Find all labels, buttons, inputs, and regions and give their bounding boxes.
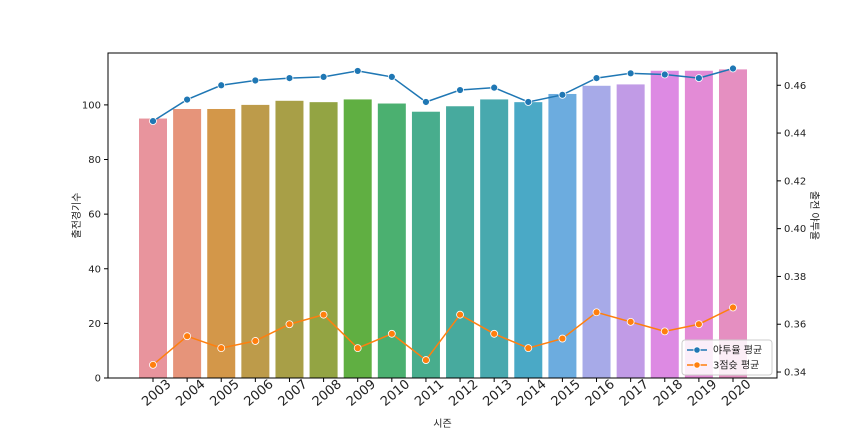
bar-2003 — [139, 118, 167, 379]
series-1-point-2007 — [285, 320, 294, 329]
x-tick-label: 2006 — [242, 377, 277, 410]
bar-2018 — [650, 70, 679, 378]
series-0-point-2017 — [626, 69, 635, 78]
series-0-point-2013 — [490, 83, 499, 92]
lines-layer — [149, 64, 737, 369]
y-axis-left-label: 출전경기수 — [70, 193, 83, 239]
bar-2019 — [684, 70, 713, 378]
series-0-point-2018 — [660, 70, 669, 79]
x-tick-label: 2009 — [344, 377, 379, 410]
bar-2016 — [582, 85, 611, 379]
series-0-point-2009 — [353, 67, 362, 75]
legend-label-0: 야투율 평균 — [713, 345, 762, 357]
x-tick-label: 2016 — [583, 377, 618, 410]
x-tick-label: 2003 — [139, 377, 174, 410]
series-0-point-2006 — [251, 76, 260, 85]
y-left-tick-label: 60 — [88, 210, 101, 221]
series-0-point-2003 — [149, 117, 157, 126]
series-0-point-2004 — [183, 95, 192, 104]
series-0-point-2010 — [387, 72, 396, 81]
series-1-point-2012 — [456, 310, 464, 319]
series-1-point-2010 — [387, 329, 396, 338]
series-1-point-2008 — [319, 310, 328, 319]
bar-2011 — [411, 111, 440, 378]
series-0-point-2011 — [422, 98, 430, 106]
bar-2017 — [616, 84, 645, 378]
series-0-point-2012 — [456, 86, 464, 94]
x-tick-label: 2014 — [515, 377, 550, 410]
plot-frame — [107, 52, 778, 379]
y-left-tick-label: 40 — [88, 264, 101, 275]
x-tick-label: 2017 — [617, 377, 652, 410]
y-left-tick-label: 0 — [95, 374, 101, 385]
series-1-point-2014 — [524, 344, 533, 353]
x-tick-label: 2007 — [276, 377, 311, 410]
series-0-point-2019 — [694, 74, 703, 82]
series-0-point-2007 — [285, 74, 294, 82]
y-axis-right-label: 출전 야투율 — [808, 191, 820, 240]
bar-2007 — [275, 100, 304, 378]
y-left-tick-label: 20 — [88, 319, 101, 330]
series-0-point-2020 — [729, 64, 737, 73]
x-axis-label: 시즌 — [433, 418, 451, 430]
x-tick-label: 2004 — [173, 377, 208, 410]
x-tick-label: 2020 — [719, 377, 754, 410]
series-0-point-2015 — [558, 90, 567, 99]
series-1-point-2018 — [660, 327, 669, 336]
series-1-point-2011 — [422, 356, 430, 364]
series-1-point-2015 — [558, 334, 567, 343]
y-right-tick-label: 0.40 — [784, 224, 806, 235]
series-1-point-2020 — [729, 303, 737, 312]
series-line-0 — [152, 67, 734, 122]
y-right-tick-label: 0.36 — [784, 320, 806, 331]
y-left-tick-label: 100 — [82, 100, 101, 111]
legend-box — [681, 339, 773, 376]
bar-2014 — [514, 102, 543, 378]
bar-2012 — [446, 106, 475, 379]
bar-2020 — [719, 69, 747, 379]
y-right-tick-label: 0.38 — [784, 272, 806, 283]
series-1-point-2004 — [183, 332, 192, 341]
x-tick-label: 2019 — [685, 377, 720, 410]
series-1-point-2005 — [217, 344, 226, 353]
x-tick-label: 2012 — [446, 377, 481, 410]
bar-2006 — [241, 104, 270, 379]
series-1-point-2009 — [353, 344, 362, 353]
legend-marker-1 — [693, 361, 701, 369]
x-tick-label: 2015 — [549, 377, 584, 410]
x-tick-label: 2013 — [480, 377, 515, 410]
series-1-point-2016 — [592, 308, 601, 317]
bar-2005 — [207, 108, 236, 378]
legend-marker-0 — [693, 346, 701, 354]
x-tick-label: 2008 — [310, 377, 345, 410]
series-0-point-2014 — [524, 98, 533, 106]
series-line-1 — [152, 306, 734, 366]
series-1-point-2017 — [626, 317, 635, 326]
bar-2008 — [309, 102, 338, 378]
x-tick-label: 2010 — [378, 377, 413, 410]
x-tick-label: 2005 — [207, 377, 242, 410]
series-1-point-2019 — [694, 320, 703, 329]
y-right-tick-label: 0.42 — [784, 176, 806, 187]
series-1-point-2003 — [149, 360, 157, 369]
bars-layer — [139, 69, 747, 379]
series-0-point-2008 — [319, 72, 328, 81]
series-1-point-2013 — [490, 329, 499, 338]
series-1-point-2006 — [251, 337, 260, 345]
y-right-tick-label: 0.46 — [784, 81, 806, 92]
legend: 야투율 평균 3점슛 평균 — [681, 339, 773, 376]
y-left-tick-label: 80 — [88, 155, 101, 166]
x-tick-label: 2011 — [412, 377, 447, 410]
y-right-tick-label: 0.44 — [784, 129, 806, 140]
legend-label-1: 3점슛 평균 — [713, 360, 759, 372]
x-tick-label: 2018 — [651, 377, 686, 410]
series-0-point-2016 — [592, 74, 601, 82]
series-0-point-2005 — [217, 81, 226, 90]
bar-2009 — [343, 99, 372, 378]
y-right-tick-label: 0.34 — [784, 368, 806, 379]
